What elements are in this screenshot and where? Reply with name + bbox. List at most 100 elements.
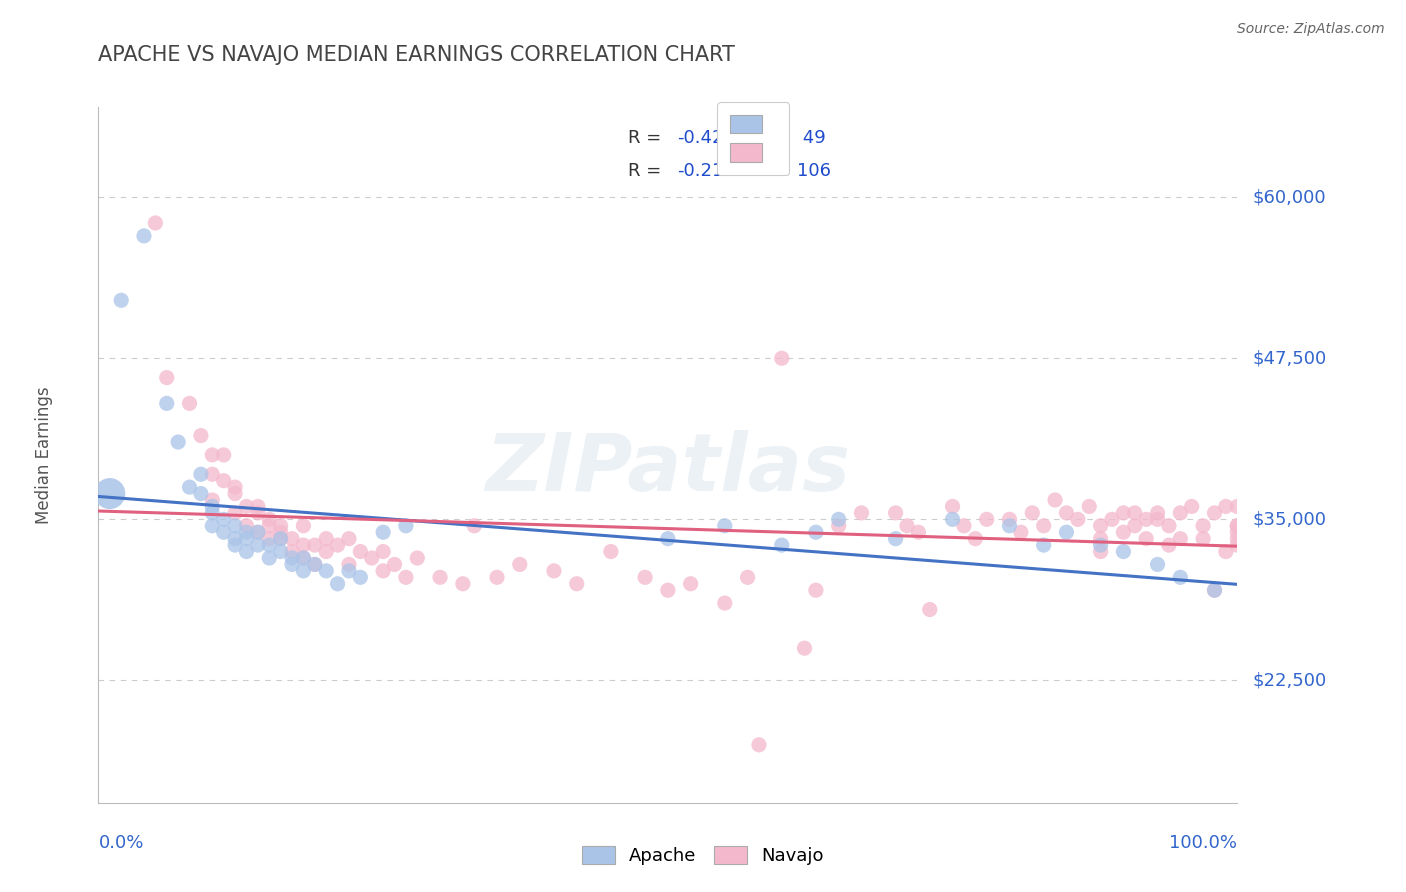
Point [953,518,976,533]
Point [1146,512,1168,526]
Point [1157,518,1180,533]
Point [463,518,485,533]
Point [145,216,167,230]
Point [235,532,257,546]
Point [259,532,281,546]
Point [770,538,793,552]
Text: 0.0%: 0.0% [98,834,143,852]
Text: 106: 106 [797,162,831,180]
Text: $47,500: $47,500 [1253,350,1326,368]
Point [1010,525,1032,540]
Point [486,570,509,584]
Point [326,576,349,591]
Point [281,544,304,558]
Text: Median Earnings: Median Earnings [35,386,53,524]
Point [179,480,201,494]
Text: -0.218: -0.218 [676,162,735,180]
Point [349,570,371,584]
Point [259,538,281,552]
Point [270,532,292,546]
Point [281,558,304,572]
Point [884,532,907,546]
Point [156,370,179,384]
Point [1170,506,1192,520]
Point [1192,518,1215,533]
Point [748,738,770,752]
Text: Source: ZipAtlas.com: Source: ZipAtlas.com [1237,22,1385,37]
Point [326,538,349,552]
Point [998,518,1021,533]
Point [1181,500,1204,514]
Point [304,558,326,572]
Point [270,544,292,558]
Point [1112,506,1135,520]
Point [1215,500,1237,514]
Point [976,512,998,526]
Text: $35,000: $35,000 [1253,510,1326,528]
Point [1112,525,1135,540]
Point [1226,525,1249,540]
Point [246,525,269,540]
Point [349,544,371,558]
Point [1157,538,1180,552]
Point [1043,493,1066,508]
Point [600,544,623,558]
Point [384,558,406,572]
Text: N =: N = [754,162,793,180]
Point [918,602,941,616]
Point [235,525,257,540]
Point [998,512,1021,526]
Point [1226,500,1249,514]
Point [224,480,246,494]
Point [1204,506,1226,520]
Point [167,435,190,450]
Point [235,544,257,558]
Point [315,544,337,558]
Point [1215,544,1237,558]
Point [965,532,987,546]
Point [804,583,827,598]
Point [246,500,269,514]
Point [224,518,246,533]
Text: -0.426: -0.426 [676,129,735,147]
Point [395,518,418,533]
Point [224,506,246,520]
Text: $22,500: $22,500 [1253,672,1326,690]
Point [259,512,281,526]
Point [1226,538,1249,552]
Point [1090,544,1112,558]
Text: ZIPatlas: ZIPatlas [485,430,851,508]
Point [770,351,793,366]
Text: N =: N = [754,129,793,147]
Point [292,564,315,578]
Point [201,506,224,520]
Point [634,570,657,584]
Point [212,474,235,488]
Point [246,525,269,540]
Point [1192,532,1215,546]
Point [292,551,315,566]
Point [657,583,679,598]
Point [1067,512,1090,526]
Point [246,538,269,552]
Point [132,228,155,243]
Point [565,576,588,591]
Point [1146,506,1168,520]
Point [1078,500,1101,514]
Point [371,564,394,578]
Point [292,551,315,566]
Point [395,570,418,584]
Point [270,518,292,533]
Point [201,493,224,508]
Point [828,518,851,533]
Point [337,558,360,572]
Point [714,518,737,533]
Point [98,486,121,500]
Point [110,293,132,308]
Point [1204,583,1226,598]
Point [1226,518,1249,533]
Legend: Apache, Navajo: Apache, Navajo [574,837,832,874]
Point [1054,506,1078,520]
Point [246,506,269,520]
Point [942,500,965,514]
